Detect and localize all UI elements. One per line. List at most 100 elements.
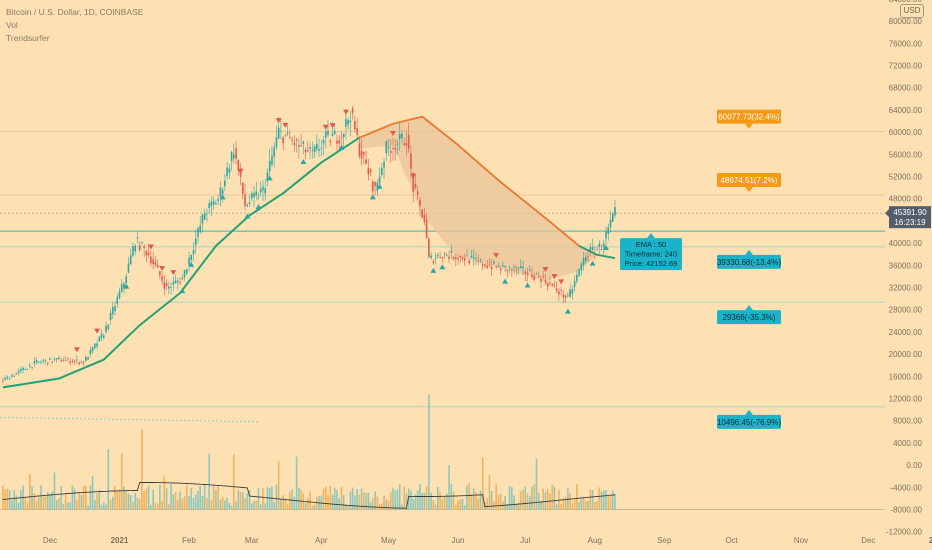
candle-body	[150, 256, 152, 264]
candle-body	[116, 297, 119, 304]
buy-signal-marker	[524, 282, 531, 288]
candle-body	[490, 266, 493, 270]
target-box	[717, 254, 781, 269]
volume-bar	[345, 504, 347, 510]
candle-body	[29, 365, 31, 367]
target-label-0: 60077.73(32.4%)	[717, 109, 781, 129]
target-pointer	[745, 186, 753, 192]
time-axis-label: Jun	[452, 536, 465, 545]
volume-bar	[286, 504, 289, 510]
candle-body	[62, 360, 65, 362]
volume-bar	[237, 490, 240, 510]
candle-body	[114, 306, 116, 311]
volume-bar	[29, 473, 31, 510]
price-axis-label: -12000.00	[886, 528, 923, 537]
volume-bar	[333, 487, 336, 510]
volume-bar	[82, 486, 85, 510]
volume-bar	[569, 492, 571, 510]
volume-bar	[37, 497, 40, 510]
candles	[2, 105, 616, 384]
candle-body	[614, 207, 616, 216]
candle-body	[585, 257, 587, 262]
candle-body	[544, 280, 547, 283]
sell-signal-marker	[73, 347, 80, 353]
volume-bar	[342, 495, 345, 510]
candle-body	[486, 265, 488, 268]
volume-bar	[176, 499, 179, 510]
volume-bar	[421, 493, 423, 510]
volume-bar	[96, 493, 98, 510]
volume-bar	[109, 500, 112, 510]
candle-body	[354, 121, 356, 130]
candle-body	[425, 219, 428, 239]
volume-bar	[562, 498, 565, 510]
volume-bar	[546, 488, 549, 510]
candle-body	[13, 375, 15, 377]
volume-bar	[434, 504, 437, 510]
candle-body	[542, 276, 545, 277]
volume-bar	[141, 429, 143, 510]
buy-signal-marker	[564, 308, 571, 314]
volume-bar	[405, 493, 408, 510]
candle-body	[407, 134, 410, 149]
candle-body	[80, 361, 83, 363]
price-tag-pointer	[885, 208, 890, 219]
volume-bar	[295, 456, 298, 510]
candle-body	[439, 257, 441, 259]
candle-body	[268, 160, 271, 172]
volume-indicator-label[interactable]: Vol	[6, 20, 18, 30]
candle-body	[596, 248, 598, 250]
candle-body	[508, 267, 511, 268]
volume-ma-line	[2, 482, 616, 509]
candle-body	[138, 245, 141, 251]
target-pointer	[745, 409, 753, 415]
volume-bar	[226, 498, 228, 510]
candle-body	[194, 238, 197, 246]
volume-bar	[87, 505, 89, 510]
candle-body	[129, 255, 132, 265]
volume-bar	[517, 502, 520, 510]
volume-bar	[143, 490, 145, 510]
candle-body	[246, 205, 249, 207]
volume-bar	[412, 498, 414, 510]
candle-body	[237, 159, 240, 171]
candle-body	[410, 153, 412, 169]
volume-bar	[522, 489, 524, 510]
candle-body	[4, 377, 6, 380]
volume-bar	[235, 501, 237, 510]
trendsurfer-indicator-label[interactable]: Trendsurfer	[6, 33, 50, 43]
candle-body	[333, 130, 336, 135]
candle-body	[522, 266, 524, 269]
candle-body	[470, 255, 473, 258]
volume-bar	[454, 504, 457, 510]
volume-bar	[497, 494, 500, 510]
candle-body	[515, 269, 518, 271]
volume-bar	[197, 490, 199, 510]
volume-bar	[280, 499, 282, 510]
volume-bar	[53, 472, 56, 510]
buy-signal-marker	[430, 267, 437, 273]
candle-body	[105, 325, 107, 333]
ema-info-line3: Price: 42152.69	[625, 259, 678, 268]
ema-line-recovery	[578, 245, 616, 259]
candle-body	[560, 289, 562, 291]
volume-bar	[416, 490, 419, 510]
time-axis-label: Sep	[657, 536, 672, 545]
volume-bar	[298, 487, 300, 510]
volume-bar	[611, 490, 614, 510]
candle-body	[394, 148, 397, 151]
price-axis-label: 52000.00	[889, 173, 923, 182]
candle-body	[434, 258, 437, 259]
candle-body	[96, 343, 98, 347]
time-axis[interactable]: Dec 2021 Feb Mar Apr May Jun Jul Aug Sep Oct Nov Dec…	[43, 536, 932, 545]
candle-body	[309, 147, 311, 149]
volume-bar	[208, 453, 210, 510]
volume-bar	[181, 498, 184, 510]
volume-bar	[210, 500, 213, 510]
candle-body	[376, 182, 379, 191]
candle-body	[224, 180, 226, 187]
price-axis[interactable]: 88000.0084000.0080000.0076000.0072000.00…	[886, 0, 923, 537]
currency-button[interactable]: USD	[900, 4, 924, 18]
candle-body	[573, 280, 576, 287]
